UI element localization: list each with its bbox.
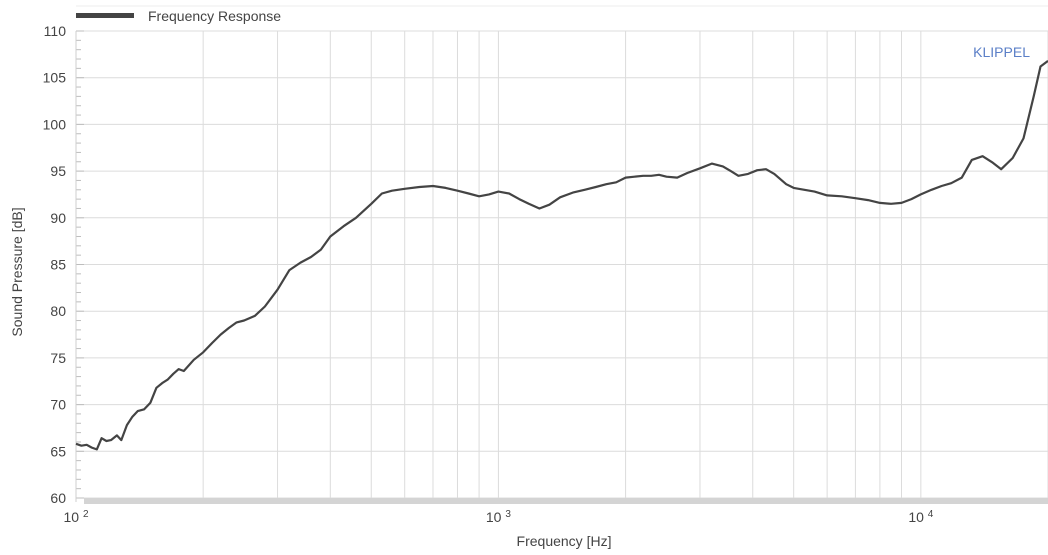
y-tick-label-85: 85 xyxy=(50,257,66,273)
x-tick-label-100: 10 2 xyxy=(63,509,88,525)
y-tick-label-75: 75 xyxy=(50,350,66,366)
y-tick-label-90: 90 xyxy=(50,210,66,226)
y-axis-tick-labels: 60 65 70 75 80 85 90 95 100 105 110 xyxy=(43,23,67,506)
y-tick-label-105: 105 xyxy=(43,70,67,86)
x-tick-label-1000: 10 3 xyxy=(486,509,511,525)
y-tick-label-70: 70 xyxy=(50,397,66,413)
frequency-response-line xyxy=(75,60,1048,451)
grid-lines xyxy=(75,30,1048,499)
legend-swatch-frequency-response xyxy=(76,13,134,18)
y-tick-label-80: 80 xyxy=(50,303,66,319)
legend-label-frequency-response: Frequency Response xyxy=(148,8,281,24)
y-tick-label-110: 110 xyxy=(44,23,67,39)
klippel-watermark: KLIPPEL xyxy=(973,44,1030,60)
x-tick-label-10000: 10 4 xyxy=(908,509,933,525)
y-tick-label-65: 65 xyxy=(50,443,66,459)
y-tick-label-95: 95 xyxy=(50,163,66,179)
y-axis-ticks xyxy=(75,30,84,502)
y-tick-label-100: 100 xyxy=(43,116,67,132)
x-axis-tick-labels: 10 2 10 3 10 4 xyxy=(63,509,933,525)
y-axis-title: Sound Pressure [dB] xyxy=(9,207,25,336)
y-tick-label-60: 60 xyxy=(50,490,66,506)
x-axis-title: Frequency [Hz] xyxy=(517,533,612,549)
horizontal-scrollbar[interactable] xyxy=(84,498,1048,504)
legend: Frequency Response xyxy=(76,8,281,24)
